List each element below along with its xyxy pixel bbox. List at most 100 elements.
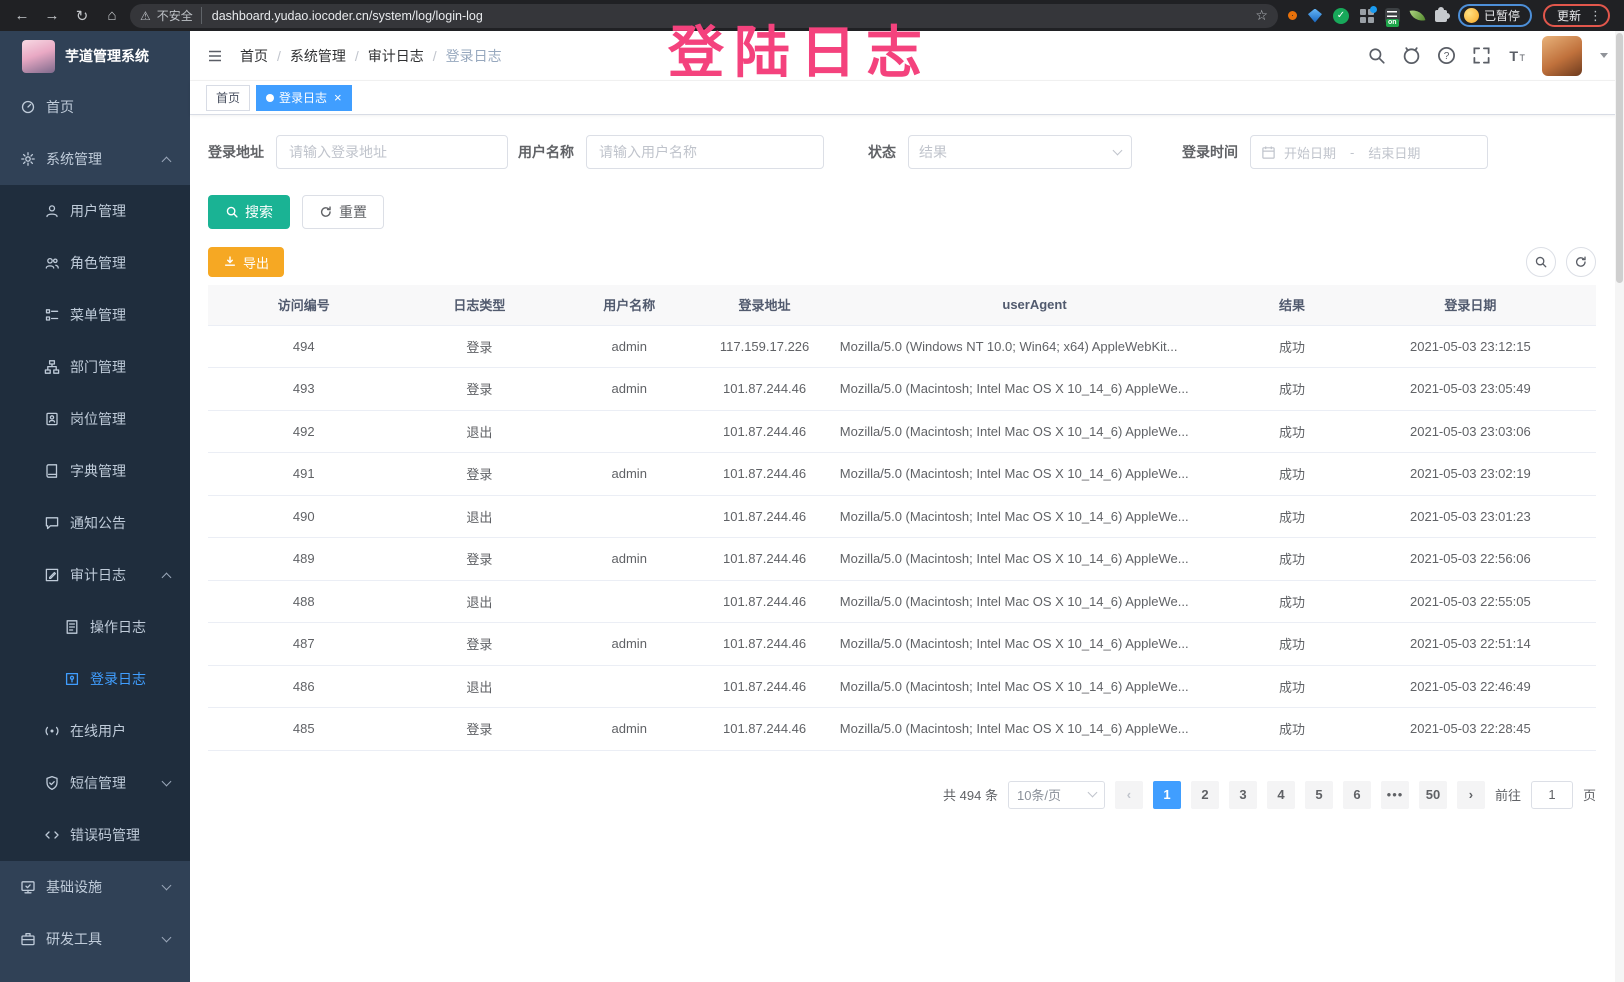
github-icon[interactable] [1402, 46, 1421, 65]
sidebar-item-users[interactable]: 用户管理 [0, 185, 190, 237]
sidebar-item-departments[interactable]: 部门管理 [0, 341, 190, 393]
svg-text:T: T [1509, 49, 1518, 65]
cell-user-agent: Mozilla/5.0 (Macintosh; Intel Mac OS X 1… [829, 452, 1240, 496]
date-range-picker[interactable]: 开始日期 - 结束日期 [1250, 135, 1488, 169]
paused-extension-badge[interactable]: 已暂停 [1457, 4, 1532, 27]
page-size-select[interactable]: 10条/页 [1007, 780, 1105, 809]
app-logo[interactable]: 芋道管理系统 [0, 31, 190, 81]
username-label: 用户名称 [518, 144, 574, 160]
date-range-separator: - [1350, 144, 1355, 160]
sidebar-item-home[interactable]: 首页 [0, 81, 190, 133]
tag-home[interactable]: 首页 [206, 84, 251, 111]
cell-login-address: 101.87.244.46 [699, 367, 830, 411]
status-label: 状态 [868, 144, 896, 160]
search-icon[interactable] [1367, 46, 1386, 65]
breadcrumb-home[interactable]: 首页 [240, 47, 268, 64]
extension-sprout-icon[interactable] [1409, 7, 1426, 24]
hamburger-icon[interactable] [206, 48, 224, 64]
sidebar-item-label: 通知公告 [70, 515, 126, 531]
status-select[interactable]: 结果 [908, 135, 1132, 169]
search-button[interactable]: 搜索 [208, 195, 290, 229]
start-date-placeholder: 开始日期 [1284, 145, 1337, 161]
sidebar-item-dev-tools[interactable]: 研发工具 [0, 913, 190, 965]
table-header-row: 访问编号 日志类型 用户名称 登录地址 userAgent 结果 登录日期 [208, 285, 1596, 326]
sidebar-item-login-log[interactable]: 登录日志 [0, 653, 190, 705]
breadcrumb-audit-log[interactable]: 审计日志 [367, 47, 424, 64]
sidebar-item-posts[interactable]: 岗位管理 [0, 393, 190, 445]
browser-update-button[interactable]: 更新 ⋮ [1542, 4, 1610, 27]
sidebar-item-error-codes[interactable]: 错误码管理 [0, 809, 190, 861]
page-button-50[interactable]: 50 [1418, 780, 1447, 809]
extension-gem-icon[interactable] [1307, 8, 1322, 23]
sidebar-item-menus[interactable]: 菜单管理 [0, 289, 190, 341]
svg-text:?: ? [1444, 51, 1450, 62]
sidebar-item-notice[interactable]: 通知公告 [0, 497, 190, 549]
cell-id: 490 [208, 495, 400, 538]
reload-icon[interactable]: ↻ [75, 7, 89, 25]
dashboard-icon [20, 99, 36, 115]
cell-id: 493 [208, 367, 400, 411]
avatar[interactable] [1542, 35, 1582, 76]
sidebar-item-roles[interactable]: 角色管理 [0, 237, 190, 289]
scrollbar[interactable] [1615, 31, 1624, 982]
breadcrumb-system[interactable]: 系统管理 [289, 47, 346, 64]
close-icon[interactable]: × [334, 90, 342, 105]
bookmark-star-icon[interactable]: ☆ [1255, 7, 1268, 23]
org-tree-icon [44, 359, 60, 375]
tag-login-log[interactable]: 登录日志 × [256, 84, 352, 111]
extension-grid-icon[interactable] [1359, 5, 1377, 23]
sidebar-item-operation-log[interactable]: 操作日志 [0, 601, 190, 653]
page-button-2[interactable]: 2 [1190, 780, 1219, 809]
cell-username: admin [559, 452, 700, 496]
sidebar-item-label: 系统管理 [46, 151, 102, 167]
hide-search-button[interactable] [1526, 247, 1556, 277]
user-icon [44, 203, 60, 219]
home-icon[interactable]: ⌂ [107, 7, 117, 24]
sidebar-item-sms[interactable]: 短信管理 [0, 757, 190, 809]
back-icon[interactable]: ← [14, 7, 30, 24]
more-pages-button[interactable]: ••• [1380, 780, 1409, 809]
col-header-log-type: 日志类型 [399, 285, 560, 326]
address-bar[interactable]: ⚠ 不安全 dashboard.yudao.iocoder.cn/system/… [130, 3, 1278, 28]
gear-icon [20, 151, 36, 167]
breadcrumb-separator: / [277, 47, 281, 64]
page-button-4[interactable]: 4 [1266, 780, 1295, 809]
sidebar-item-system[interactable]: 系统管理 [0, 133, 190, 185]
page-button-6[interactable]: 6 [1342, 780, 1371, 809]
sidebar-item-dict[interactable]: 字典管理 [0, 445, 190, 497]
help-icon[interactable]: ? [1437, 46, 1456, 65]
forward-icon[interactable]: → [44, 7, 60, 24]
cell-login-address: 101.87.244.46 [699, 580, 830, 623]
chevron-down-icon [1087, 787, 1098, 798]
extension-green-icon[interactable]: ✓ [1332, 7, 1349, 24]
prev-page-button[interactable]: ‹ [1114, 780, 1143, 809]
fullscreen-icon[interactable] [1472, 46, 1491, 65]
url-text[interactable]: dashboard.yudao.iocoder.cn/system/log/lo… [211, 8, 483, 23]
next-page-button[interactable]: › [1456, 780, 1485, 809]
extensions-puzzle-icon[interactable] [1434, 6, 1450, 22]
cell-login-date: 2021-05-03 23:03:06 [1344, 410, 1596, 453]
refresh-table-button[interactable] [1566, 247, 1596, 277]
sidebar-item-online-users[interactable]: 在线用户 [0, 705, 190, 757]
cell-user-agent: Mozilla/5.0 (Macintosh; Intel Mac OS X 1… [829, 410, 1240, 453]
chevron-down-icon[interactable] [1600, 53, 1608, 58]
sidebar-item-label: 基础设施 [46, 879, 102, 895]
address-input[interactable] [276, 135, 508, 169]
page-button-3[interactable]: 3 [1228, 780, 1257, 809]
page-button-5[interactable]: 5 [1304, 780, 1333, 809]
extension-list-icon[interactable]: on [1384, 8, 1400, 27]
kebab-menu-icon[interactable]: ⋮ [1589, 7, 1602, 23]
goto-page-input[interactable] [1530, 780, 1573, 809]
extension-orange-icon[interactable] [1287, 11, 1297, 20]
cell-id: 485 [208, 707, 400, 751]
page-button-1[interactable]: 1 [1152, 780, 1181, 809]
sidebar-item-infrastructure[interactable]: 基础设施 [0, 861, 190, 913]
export-button[interactable]: 导出 [208, 247, 285, 277]
scrollbar-thumb[interactable] [1616, 33, 1623, 283]
sidebar-item-audit-log[interactable]: 审计日志 [0, 549, 190, 601]
reset-button[interactable]: 重置 [302, 195, 384, 229]
username-input[interactable] [586, 135, 824, 169]
